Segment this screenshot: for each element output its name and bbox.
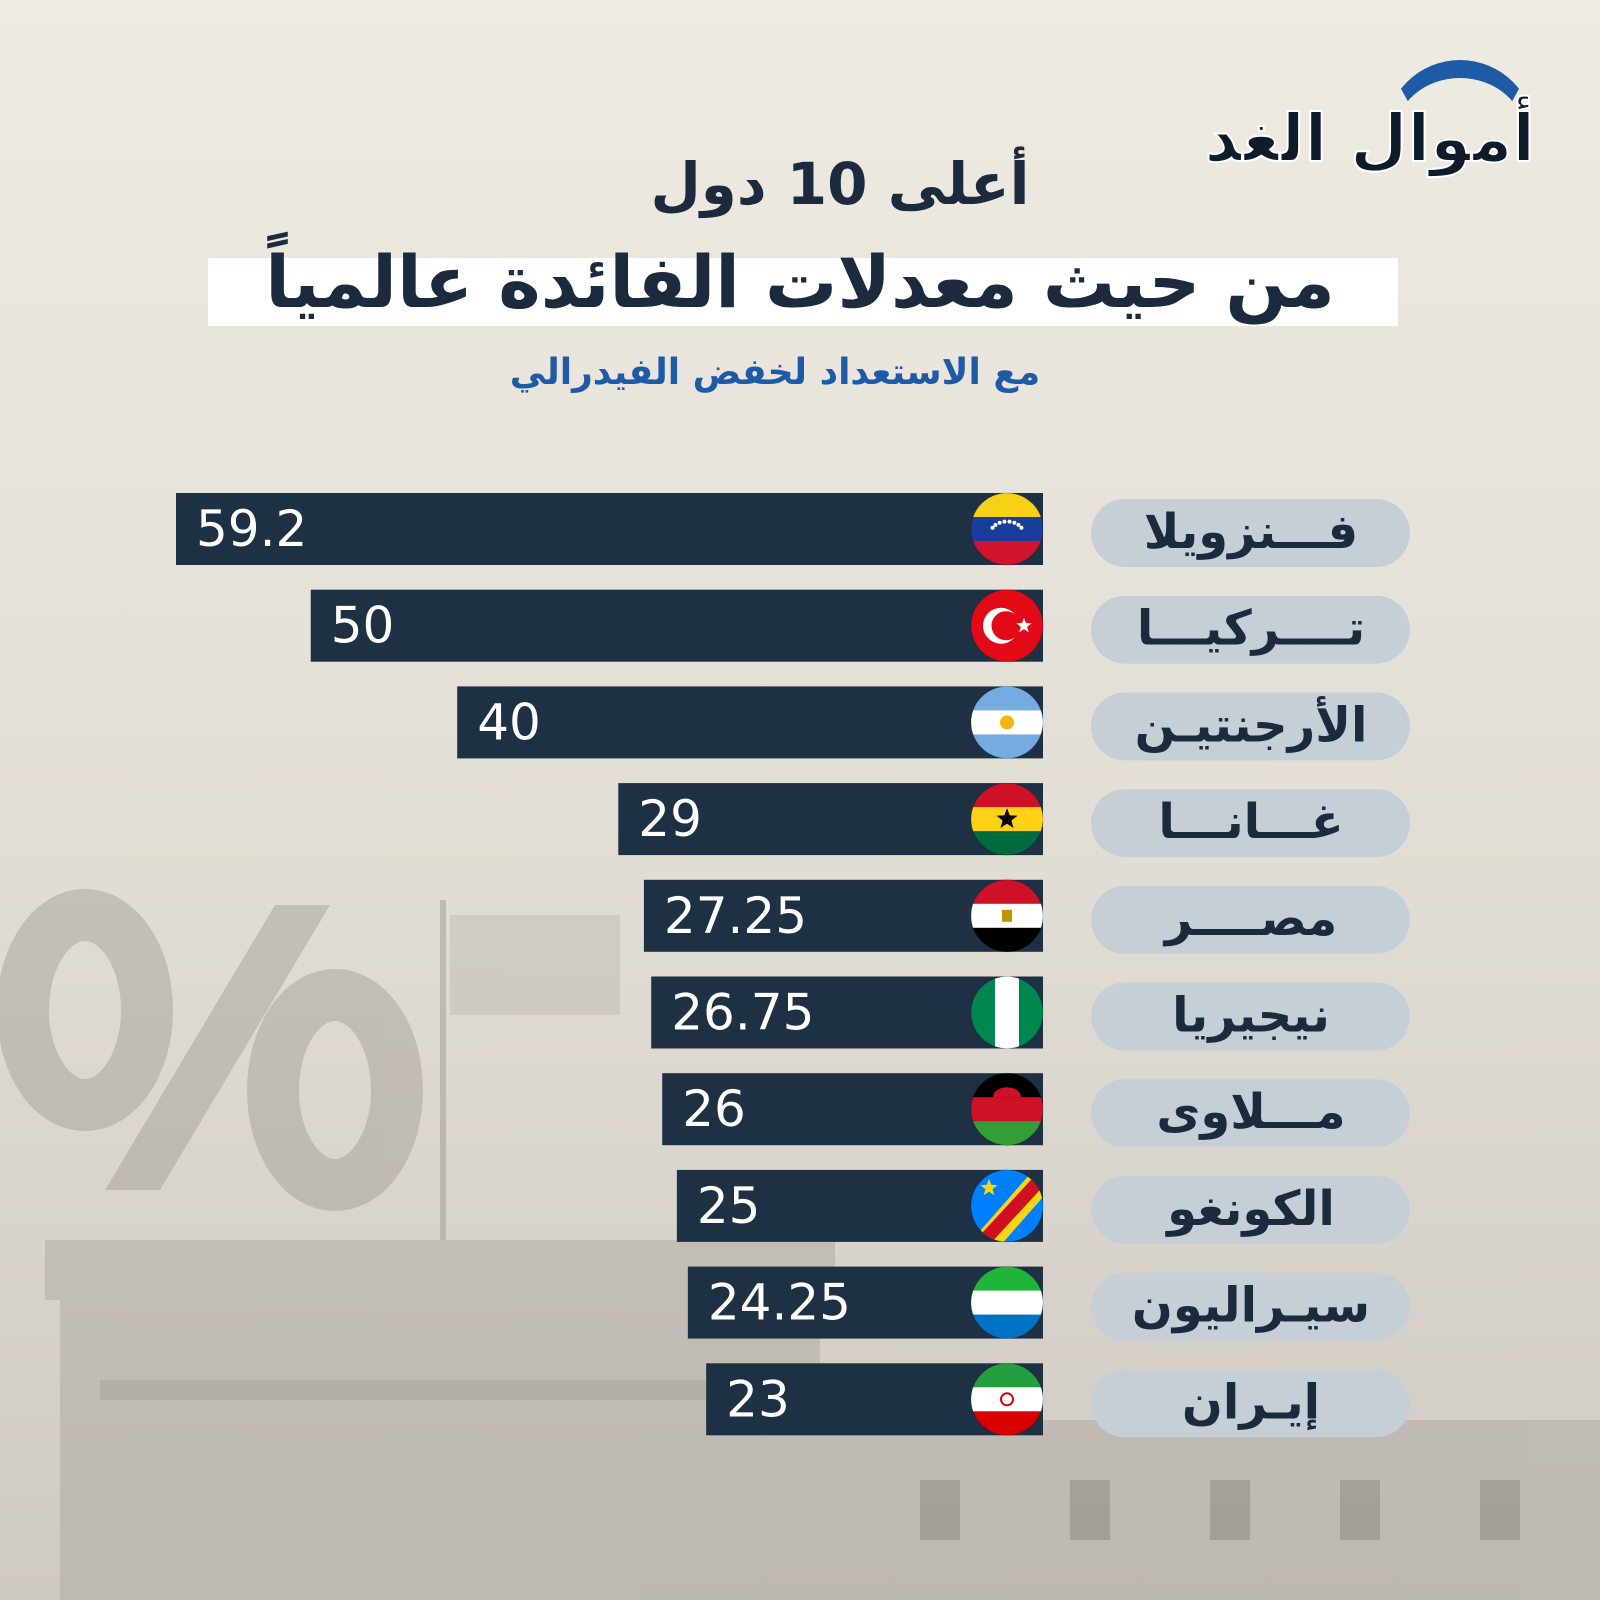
malawi-flag-icon bbox=[970, 1072, 1044, 1146]
brand-logo: أموال الغد bbox=[1203, 60, 1555, 190]
flagpole-icon bbox=[440, 900, 620, 1240]
ghana-flag-icon bbox=[970, 782, 1044, 856]
country-label: إيـران bbox=[1182, 1374, 1320, 1430]
iran-flag-icon bbox=[970, 1362, 1044, 1436]
bar-row: 29 غـــانـــا bbox=[618, 782, 1410, 858]
bar-row: 24.25 سيـراليون bbox=[687, 1266, 1410, 1341]
bar-value-label: 50 bbox=[331, 597, 395, 655]
bar-row: 59.2 فـــنزويلا bbox=[176, 492, 1410, 567]
country-label: نيجيريا bbox=[1172, 988, 1330, 1044]
country-label-pill bbox=[1091, 1079, 1410, 1148]
bar bbox=[176, 493, 1043, 565]
country-label: الأرجنتيـن bbox=[1135, 695, 1368, 753]
egypt-flag-icon bbox=[970, 879, 1044, 953]
country-label: الكونغو bbox=[1165, 1181, 1335, 1237]
country-label: مـــلاوى bbox=[1156, 1084, 1345, 1140]
country-label-pill bbox=[1091, 789, 1410, 858]
bar-row: 23 إيـران bbox=[706, 1362, 1410, 1438]
bar-row: 27.25 مصــــر bbox=[643, 879, 1410, 954]
title-highlight bbox=[208, 258, 1398, 326]
congo-flag-icon bbox=[970, 1169, 1044, 1243]
page-title-line2: من حيث معدلات الفائدة عالمياً bbox=[265, 240, 1335, 324]
bar bbox=[457, 686, 1043, 759]
nigeria-flag-icon bbox=[970, 976, 1044, 1049]
bar-row: 26.75 نيجيريا bbox=[651, 976, 1410, 1051]
country-label-pill bbox=[1091, 885, 1410, 954]
percent-icon bbox=[0, 889, 423, 1211]
country-label-pill bbox=[1091, 499, 1410, 567]
bar-value-label: 24.25 bbox=[708, 1274, 851, 1332]
page-subtitle: مع الاستعداد لخفض الفيدرالي bbox=[509, 352, 1041, 393]
sierra-leone-flag-icon bbox=[970, 1266, 1044, 1340]
bar-value-label: 59.2 bbox=[196, 500, 307, 558]
venezuela-flag-icon bbox=[970, 492, 1044, 566]
country-label: فـــنزويلا bbox=[1144, 504, 1358, 560]
bar-value-label: 25 bbox=[697, 1177, 761, 1235]
bar-value-label: 29 bbox=[638, 790, 702, 848]
bar-row: 25 الكونغو bbox=[676, 1169, 1410, 1244]
country-label-pill bbox=[1091, 1175, 1410, 1244]
logo-text: أموال الغد bbox=[1203, 99, 1536, 178]
bar-value-label: 26.75 bbox=[671, 984, 814, 1042]
bar-row: 50 تــــركيـــا bbox=[310, 589, 1410, 664]
bar-row: 40 الأرجنتيـن bbox=[457, 685, 1410, 761]
bar bbox=[310, 589, 1044, 662]
country-label: مصــــر bbox=[1163, 891, 1338, 947]
country-label-pill bbox=[1091, 595, 1410, 664]
bar-value-label: 23 bbox=[726, 1370, 790, 1428]
country-label-pill bbox=[1091, 982, 1410, 1051]
country-label-pill bbox=[1091, 692, 1410, 761]
country-label: تــــركيـــا bbox=[1137, 601, 1365, 657]
argentina-flag-icon bbox=[970, 685, 1044, 759]
bar-value-label: 40 bbox=[477, 693, 541, 751]
country-label: سيـراليون bbox=[1132, 1278, 1370, 1334]
country-label-pill bbox=[1091, 1369, 1410, 1438]
page-title: أعلى 10 دول bbox=[650, 150, 1030, 218]
bar-value-label: 27.25 bbox=[664, 887, 807, 945]
country-label-pill bbox=[1091, 1272, 1410, 1341]
bar-row: 26 مـــلاوى bbox=[662, 1072, 1410, 1148]
country-label: غـــانـــا bbox=[1158, 794, 1343, 850]
bar-value-label: 26 bbox=[682, 1080, 746, 1138]
turkey-flag-icon bbox=[970, 589, 1044, 663]
